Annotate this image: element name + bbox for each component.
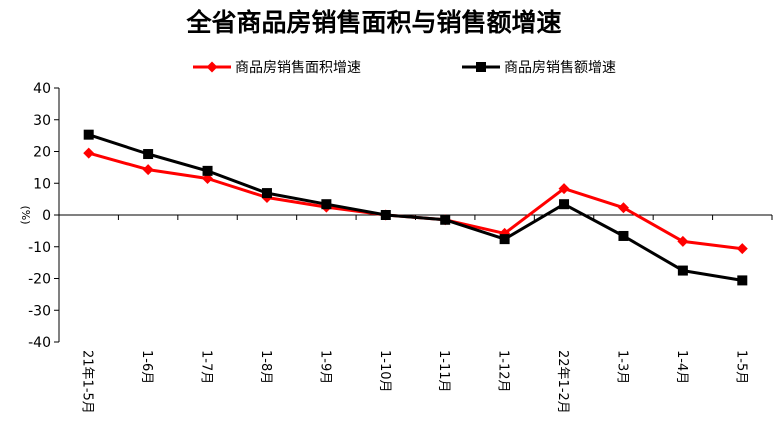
axes: 40 30 20 10 0 -10 -20 -30 -40 21年1-5月 1-6月 1-7月 1-8月… <box>28 81 773 414</box>
series-1-point <box>736 243 748 255</box>
legend-label-2: 商品房销售额增速 <box>504 60 616 76</box>
y-tick-label: 40 <box>33 81 51 97</box>
x-tick-label: 1-12月 <box>496 350 511 393</box>
x-tick-label: 21年1-5月 <box>80 350 95 414</box>
y-tick-label: 10 <box>33 176 51 192</box>
x-tick-label: 1-5月 <box>733 350 748 384</box>
series-2-point <box>499 234 510 245</box>
legend: 商品房销售面积增速 商品房销售额增速 <box>193 60 616 76</box>
series-2-point <box>440 214 451 225</box>
series-1-point <box>83 147 95 159</box>
y-tick-label: -30 <box>28 303 51 319</box>
y-tick-label: 0 <box>42 208 51 224</box>
x-tick-label: 1-10月 <box>377 350 392 393</box>
chart-title: 全省商品房销售面积与销售额增速 <box>185 8 561 37</box>
series-2-point <box>380 210 391 220</box>
series-2-point <box>202 165 213 176</box>
series-2-point <box>559 199 570 210</box>
y-tick-label: 20 <box>33 145 51 161</box>
x-tick-label: 1-8月 <box>258 350 273 384</box>
series-line-2 <box>88 133 743 282</box>
y-axis-label: (%) <box>19 205 32 224</box>
series-2-point <box>677 265 688 276</box>
series-line-1 <box>88 151 743 251</box>
plot-area <box>83 129 748 286</box>
legend-marker-square <box>476 62 486 72</box>
series-2-point <box>618 230 629 241</box>
series-2-point <box>143 149 154 160</box>
series-1-point <box>558 183 570 195</box>
y-tick-label: -10 <box>28 240 51 256</box>
x-tick-label: 1-7月 <box>199 350 214 384</box>
series-2-point <box>321 199 332 210</box>
y-tick-label: -40 <box>28 335 51 351</box>
series-1-point <box>617 202 629 214</box>
series-2-point <box>261 188 272 199</box>
series-1-point <box>142 164 154 176</box>
x-tick-label: 1-4月 <box>674 350 689 384</box>
series-2-point <box>83 129 94 140</box>
x-tick-label: 1-11月 <box>436 350 451 393</box>
x-tick-label: 22年1-2月 <box>555 350 570 414</box>
series-1-point <box>677 235 689 247</box>
x-tick-label: 1-9月 <box>317 350 332 384</box>
y-tick-label: -20 <box>28 272 51 288</box>
legend-marker-diamond <box>206 61 218 73</box>
series-2-point <box>737 275 748 286</box>
y-tick-label: 30 <box>33 113 51 129</box>
x-tick-label: 1-6月 <box>139 350 154 384</box>
x-tick-label: 1-3月 <box>614 350 629 384</box>
legend-label-1: 商品房销售面积增速 <box>235 60 361 76</box>
